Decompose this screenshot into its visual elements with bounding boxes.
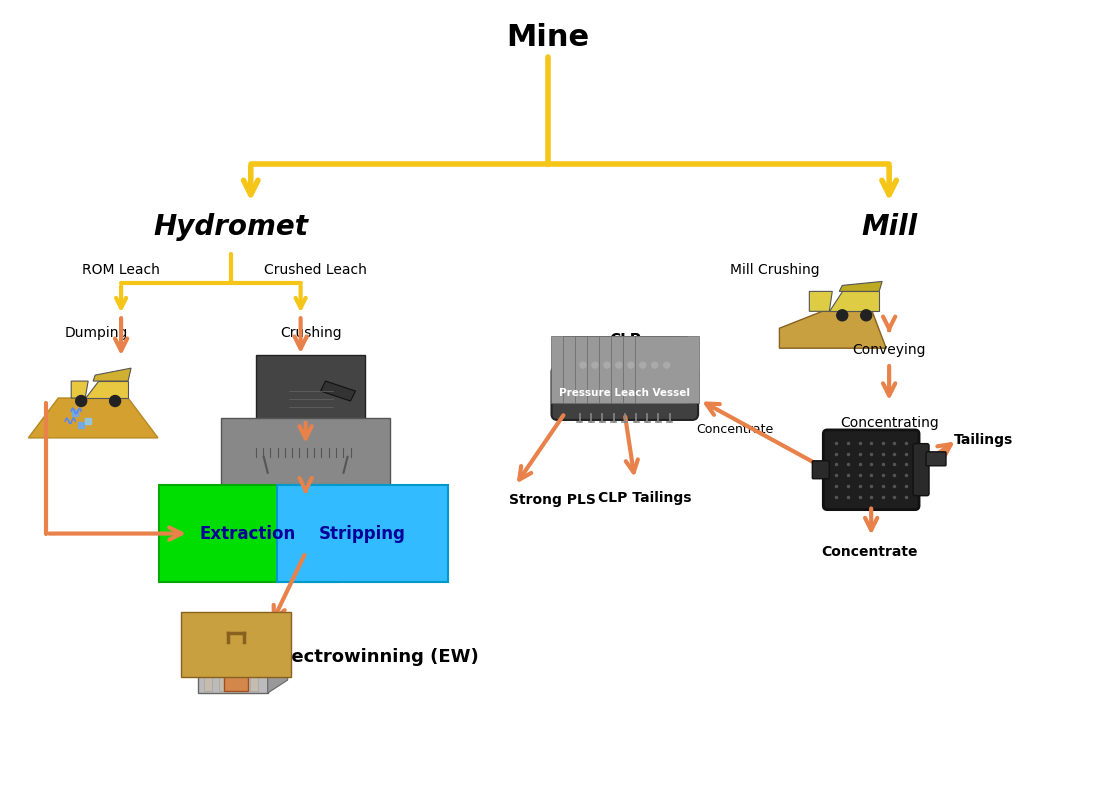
Text: Cathode: Cathode [215, 662, 259, 672]
Polygon shape [779, 311, 886, 348]
Text: Hydromet: Hydromet [154, 213, 308, 241]
FancyBboxPatch shape [824, 430, 919, 510]
Text: Tailings: Tailings [954, 433, 1014, 447]
FancyBboxPatch shape [563, 336, 627, 403]
Circle shape [627, 362, 634, 368]
Polygon shape [268, 647, 287, 693]
Circle shape [592, 362, 598, 368]
FancyBboxPatch shape [926, 452, 946, 465]
Text: Crushed Leach: Crushed Leach [264, 263, 367, 277]
FancyBboxPatch shape [623, 336, 687, 403]
FancyBboxPatch shape [220, 418, 391, 486]
Polygon shape [271, 413, 352, 445]
Text: CLP Tailings: CLP Tailings [598, 490, 691, 505]
Text: Mill Crushing: Mill Crushing [730, 263, 819, 277]
Text: Concentrate: Concentrate [821, 545, 917, 559]
Text: Concentrating: Concentrating [840, 416, 939, 430]
Text: Stripping: Stripping [319, 524, 406, 542]
Polygon shape [234, 455, 377, 485]
Polygon shape [86, 381, 128, 398]
Text: Mill: Mill [861, 213, 917, 241]
Text: Concentrate: Concentrate [695, 423, 773, 436]
Polygon shape [197, 660, 268, 693]
Polygon shape [204, 653, 212, 691]
Polygon shape [810, 292, 833, 311]
Polygon shape [839, 281, 882, 292]
Circle shape [837, 309, 848, 321]
FancyBboxPatch shape [813, 461, 829, 479]
FancyBboxPatch shape [552, 366, 698, 420]
Polygon shape [197, 647, 287, 660]
FancyBboxPatch shape [634, 336, 699, 403]
Polygon shape [829, 292, 879, 311]
Polygon shape [224, 647, 248, 691]
FancyBboxPatch shape [575, 336, 638, 403]
Polygon shape [93, 368, 131, 381]
Text: Dumping: Dumping [65, 326, 128, 340]
Text: Crushing: Crushing [280, 326, 341, 340]
Polygon shape [29, 398, 158, 438]
Text: Extraction: Extraction [200, 524, 296, 542]
Circle shape [110, 396, 121, 406]
FancyBboxPatch shape [276, 485, 449, 583]
FancyBboxPatch shape [587, 336, 651, 403]
Text: CLP: CLP [609, 333, 641, 347]
FancyBboxPatch shape [159, 485, 337, 583]
Polygon shape [320, 381, 355, 401]
Circle shape [603, 362, 610, 368]
FancyBboxPatch shape [256, 356, 365, 443]
Circle shape [640, 362, 646, 368]
FancyBboxPatch shape [181, 612, 291, 677]
Text: Pressure Leach Vessel: Pressure Leach Vessel [559, 388, 690, 398]
Polygon shape [71, 381, 88, 398]
Text: Strong PLS: Strong PLS [509, 493, 596, 507]
FancyBboxPatch shape [599, 336, 663, 403]
Text: Mine: Mine [507, 23, 589, 52]
Circle shape [652, 362, 658, 368]
Polygon shape [250, 653, 258, 691]
Circle shape [664, 362, 669, 368]
FancyBboxPatch shape [611, 336, 675, 403]
FancyBboxPatch shape [551, 336, 615, 403]
FancyBboxPatch shape [913, 444, 929, 495]
Text: Solution Extraction (SX): Solution Extraction (SX) [196, 500, 415, 516]
Text: Electrowinning (EW): Electrowinning (EW) [272, 648, 478, 666]
Circle shape [580, 362, 586, 368]
Polygon shape [235, 653, 242, 691]
Text: Conveying
& Stacking: Conveying & Stacking [268, 416, 343, 448]
Circle shape [76, 396, 87, 406]
Text: ROM Leach: ROM Leach [82, 263, 160, 277]
Text: Conveying: Conveying [852, 343, 926, 357]
Polygon shape [219, 653, 227, 691]
Circle shape [615, 362, 622, 368]
Circle shape [861, 309, 872, 321]
